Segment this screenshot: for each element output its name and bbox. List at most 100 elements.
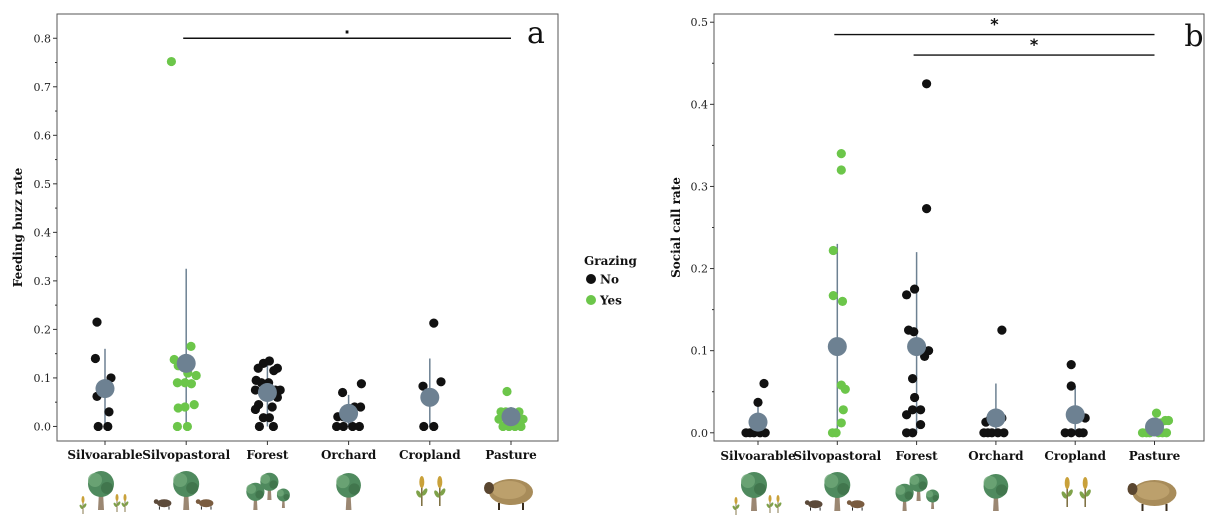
tree-crown-dark	[186, 482, 199, 494]
y-tick-label: 0.4	[691, 98, 709, 111]
crop-leaf	[422, 488, 428, 496]
crop-ear	[1064, 477, 1070, 489]
x-tick-label: Pasture	[485, 448, 537, 462]
data-point	[908, 373, 918, 384]
data-point	[332, 421, 342, 432]
data-point	[1066, 381, 1076, 391]
tree-crown-dark	[932, 495, 939, 501]
data-point	[172, 421, 182, 432]
y-axis-label: Feeding buzz rate	[11, 167, 25, 287]
cow-icon	[846, 500, 865, 511]
mean-point	[986, 408, 1006, 428]
sheep-head	[484, 482, 494, 494]
tree-crown-dark	[754, 483, 766, 495]
x-tick-label: Silvoarable	[67, 448, 143, 462]
legend-swatch-no	[586, 274, 596, 284]
animal-head	[846, 500, 852, 505]
habitat-illustration-silvoarable	[732, 472, 782, 515]
tree-crown-light	[895, 485, 906, 495]
crop-leaf	[121, 502, 125, 507]
data-point	[828, 291, 838, 301]
data-point	[902, 290, 912, 300]
data-point	[836, 148, 846, 159]
data-point	[494, 414, 504, 424]
data-point	[267, 402, 277, 412]
data-point	[173, 403, 183, 413]
x-tick-label: Orchard	[321, 448, 377, 462]
x-tick-label: Cropland	[1044, 449, 1106, 463]
data-point	[186, 379, 196, 389]
data-point	[348, 421, 358, 432]
tree-crown-light	[824, 474, 839, 488]
x-tick-label: Pasture	[1129, 449, 1181, 463]
crop-ear	[768, 495, 772, 503]
habitat-illustration-forest	[246, 472, 290, 510]
data-point	[916, 405, 926, 415]
tree-icon	[276, 488, 290, 508]
panel-letter: a	[527, 16, 545, 51]
sheep-wool	[492, 481, 526, 499]
data-point	[1161, 428, 1172, 438]
habitat-illustration-cropland	[1061, 477, 1091, 507]
data-point	[1066, 428, 1076, 438]
data-point	[103, 421, 113, 432]
crop-leaf	[1061, 491, 1067, 499]
data-point	[999, 428, 1009, 438]
legend-title: Grazing	[584, 254, 637, 268]
data-point	[268, 421, 278, 432]
mean-point	[176, 353, 196, 373]
tree-crown-light	[276, 489, 284, 497]
crop-leaf	[1067, 489, 1073, 497]
data-point	[909, 327, 919, 337]
mean-point	[827, 337, 847, 357]
tree-icon	[173, 471, 200, 510]
data-point	[910, 284, 920, 294]
data-point	[338, 421, 348, 432]
data-point	[92, 317, 102, 327]
animal-head	[153, 499, 159, 504]
data-point	[186, 341, 196, 351]
crop-icon	[766, 495, 774, 513]
x-tick-label: Silvopastoral	[793, 449, 881, 463]
tree-icon	[260, 472, 279, 500]
legend: Grazing No Yes	[584, 254, 637, 308]
sheep-icon	[1127, 480, 1177, 511]
data-point	[354, 421, 364, 432]
animal-head	[804, 500, 810, 505]
tree-crown-dark	[837, 483, 850, 495]
data-point	[759, 378, 769, 389]
data-point	[1151, 408, 1162, 418]
data-point	[429, 318, 439, 328]
habitat-illustration-silvopastoral	[153, 471, 214, 510]
crop-ear	[123, 494, 127, 502]
crop-icon	[1061, 477, 1073, 507]
tree-icon	[336, 472, 361, 510]
mean-point	[339, 403, 359, 423]
x-tick-label: Orchard	[968, 449, 1024, 463]
data-point	[93, 421, 103, 432]
significance-label: .	[344, 18, 350, 37]
data-point	[418, 381, 428, 391]
plot-frame	[56, 13, 559, 442]
habitat-illustration-orchard	[336, 472, 361, 510]
data-point	[182, 421, 192, 432]
crop-leaf	[1085, 489, 1091, 497]
data-point	[922, 79, 932, 89]
x-tick-label: Silvoarable	[720, 449, 796, 463]
data-point	[104, 407, 114, 417]
y-axis-label: Social call rate	[669, 177, 683, 278]
tree-icon	[909, 473, 928, 501]
data-point	[828, 245, 838, 256]
mean-point	[257, 382, 277, 402]
data-point	[836, 165, 846, 175]
crop-leaf	[1079, 491, 1085, 499]
tree-icon	[741, 472, 767, 511]
crop-ear	[1082, 477, 1088, 489]
data-point	[250, 385, 260, 395]
sheep-head	[1127, 483, 1138, 495]
crop-icon	[434, 476, 446, 506]
crop-ear	[437, 476, 443, 488]
crop-leaf	[440, 488, 446, 496]
legend-label-yes: Yes	[599, 294, 622, 308]
data-point	[922, 204, 932, 214]
